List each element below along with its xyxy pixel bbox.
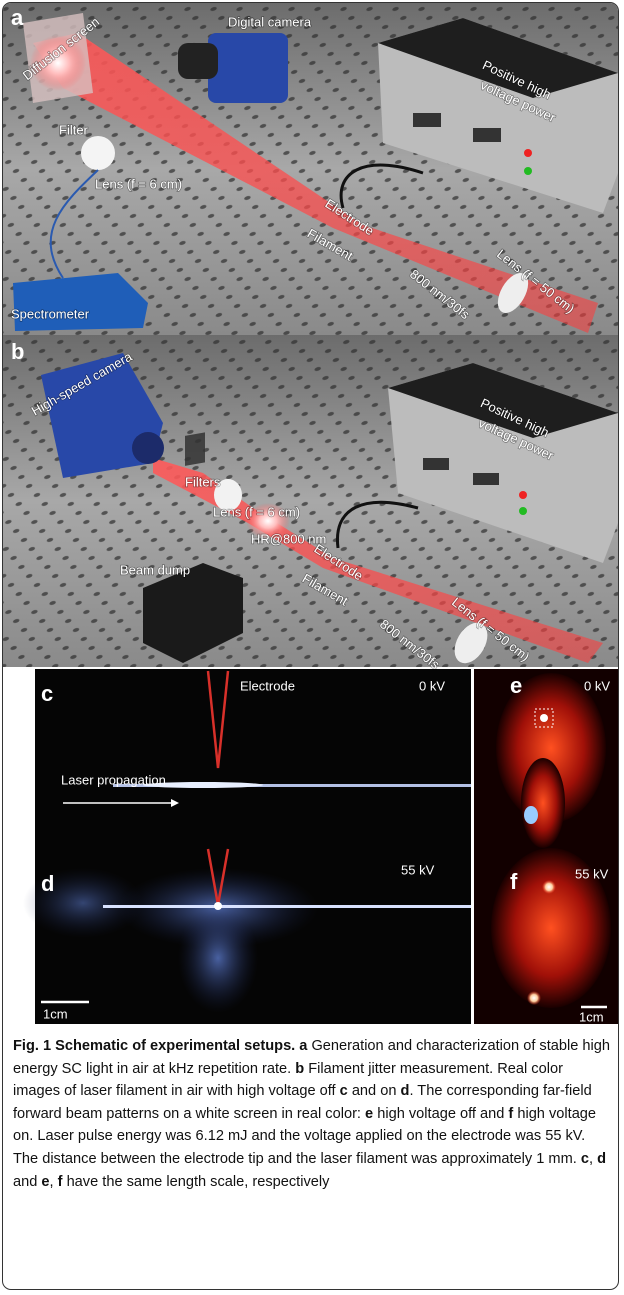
caption-bold: b	[295, 1061, 304, 1077]
panel-letter: a	[11, 5, 24, 30]
caption-bold: e	[41, 1174, 49, 1190]
caption-bold: c	[581, 1151, 589, 1167]
panel-letter: f	[510, 869, 518, 894]
panel-a: a Diffusion screen Digital camera Positi…	[3, 3, 619, 335]
page: Fig. 1 Schematic of experimental setups …	[0, 0, 624, 1295]
component-label: Lens (f = 6 cm)	[95, 176, 182, 191]
scale-label: 1cm	[579, 1009, 604, 1024]
figure-caption: Fig. 1 Schematic of experimental setups.…	[13, 1035, 611, 1193]
panel-b: b High-speed camera Filters Lens (f = 6 …	[3, 335, 619, 672]
caption-bold: d	[597, 1151, 606, 1167]
illustration-rect	[413, 113, 441, 127]
panel-letter: e	[510, 673, 522, 698]
illustration-circle	[519, 491, 527, 499]
caption-text: ,	[589, 1151, 597, 1167]
panel-letter: c	[41, 681, 53, 706]
illustration-circle	[214, 902, 222, 910]
component-label: Spectrometer	[11, 306, 90, 321]
illustration-circle	[524, 149, 532, 157]
illustration-rect	[185, 432, 205, 466]
panels-c-d: c Electrode 0 kV Laser propagation d 55 …	[23, 669, 471, 1024]
illustration-rect	[103, 905, 471, 908]
figure: a Diffusion screen Digital camera Positi…	[3, 3, 619, 1028]
figure-frame: a Diffusion screen Digital camera Positi…	[2, 2, 619, 1290]
image-label: Electrode	[240, 678, 295, 693]
illustration-circle	[542, 880, 556, 894]
image-label: 0 kV	[584, 678, 610, 693]
caption-text: and	[13, 1174, 41, 1190]
caption-text: high voltage off and	[373, 1106, 508, 1122]
component-label: Digital camera	[228, 14, 312, 29]
illustration-rect	[178, 43, 218, 79]
image-label: Laser propagation	[61, 772, 166, 787]
illustration-ellipse	[81, 136, 115, 170]
image-label: 55 kV	[575, 866, 609, 881]
illustration-rect	[473, 473, 499, 485]
component-label: Lens (f = 6 cm)	[213, 504, 300, 519]
scale-label: 1cm	[43, 1006, 68, 1021]
caption-bold: c	[340, 1083, 348, 1099]
component-label: HR@800 nm	[251, 531, 326, 546]
illustration-circle	[527, 991, 541, 1005]
caption-text: and on	[348, 1083, 401, 1099]
caption-bold: Fig. 1 Schematic of experimental setups.…	[13, 1038, 307, 1054]
caption-bold: e	[365, 1106, 373, 1122]
illustration-rect	[473, 128, 501, 142]
component-label: Beam dump	[120, 562, 190, 577]
illustration-rect	[208, 33, 288, 103]
page-body: a Diffusion screen Digital camera Positi…	[0, 0, 624, 1295]
image-label: 0 kV	[419, 678, 445, 693]
panel-letter: b	[11, 339, 24, 364]
illustration-ellipse	[521, 758, 565, 848]
illustration-circle	[524, 167, 532, 175]
illustration-rect	[423, 458, 449, 470]
image-label: 55 kV	[401, 862, 435, 877]
component-label: Filters	[185, 474, 221, 489]
component-label: Filter	[59, 122, 89, 137]
illustration-circle	[540, 714, 548, 722]
illustration-ellipse	[524, 806, 538, 824]
panels-e-f: e 0 kV f 55 kV 1cm	[474, 669, 619, 1024]
illustration-circle	[519, 507, 527, 515]
caption-text: have the same length scale, respectively	[63, 1174, 330, 1190]
illustration-ellipse	[178, 903, 258, 1013]
caption-text: ,	[50, 1174, 58, 1190]
panel-letter: d	[41, 871, 54, 896]
illustration-circle	[132, 432, 164, 464]
